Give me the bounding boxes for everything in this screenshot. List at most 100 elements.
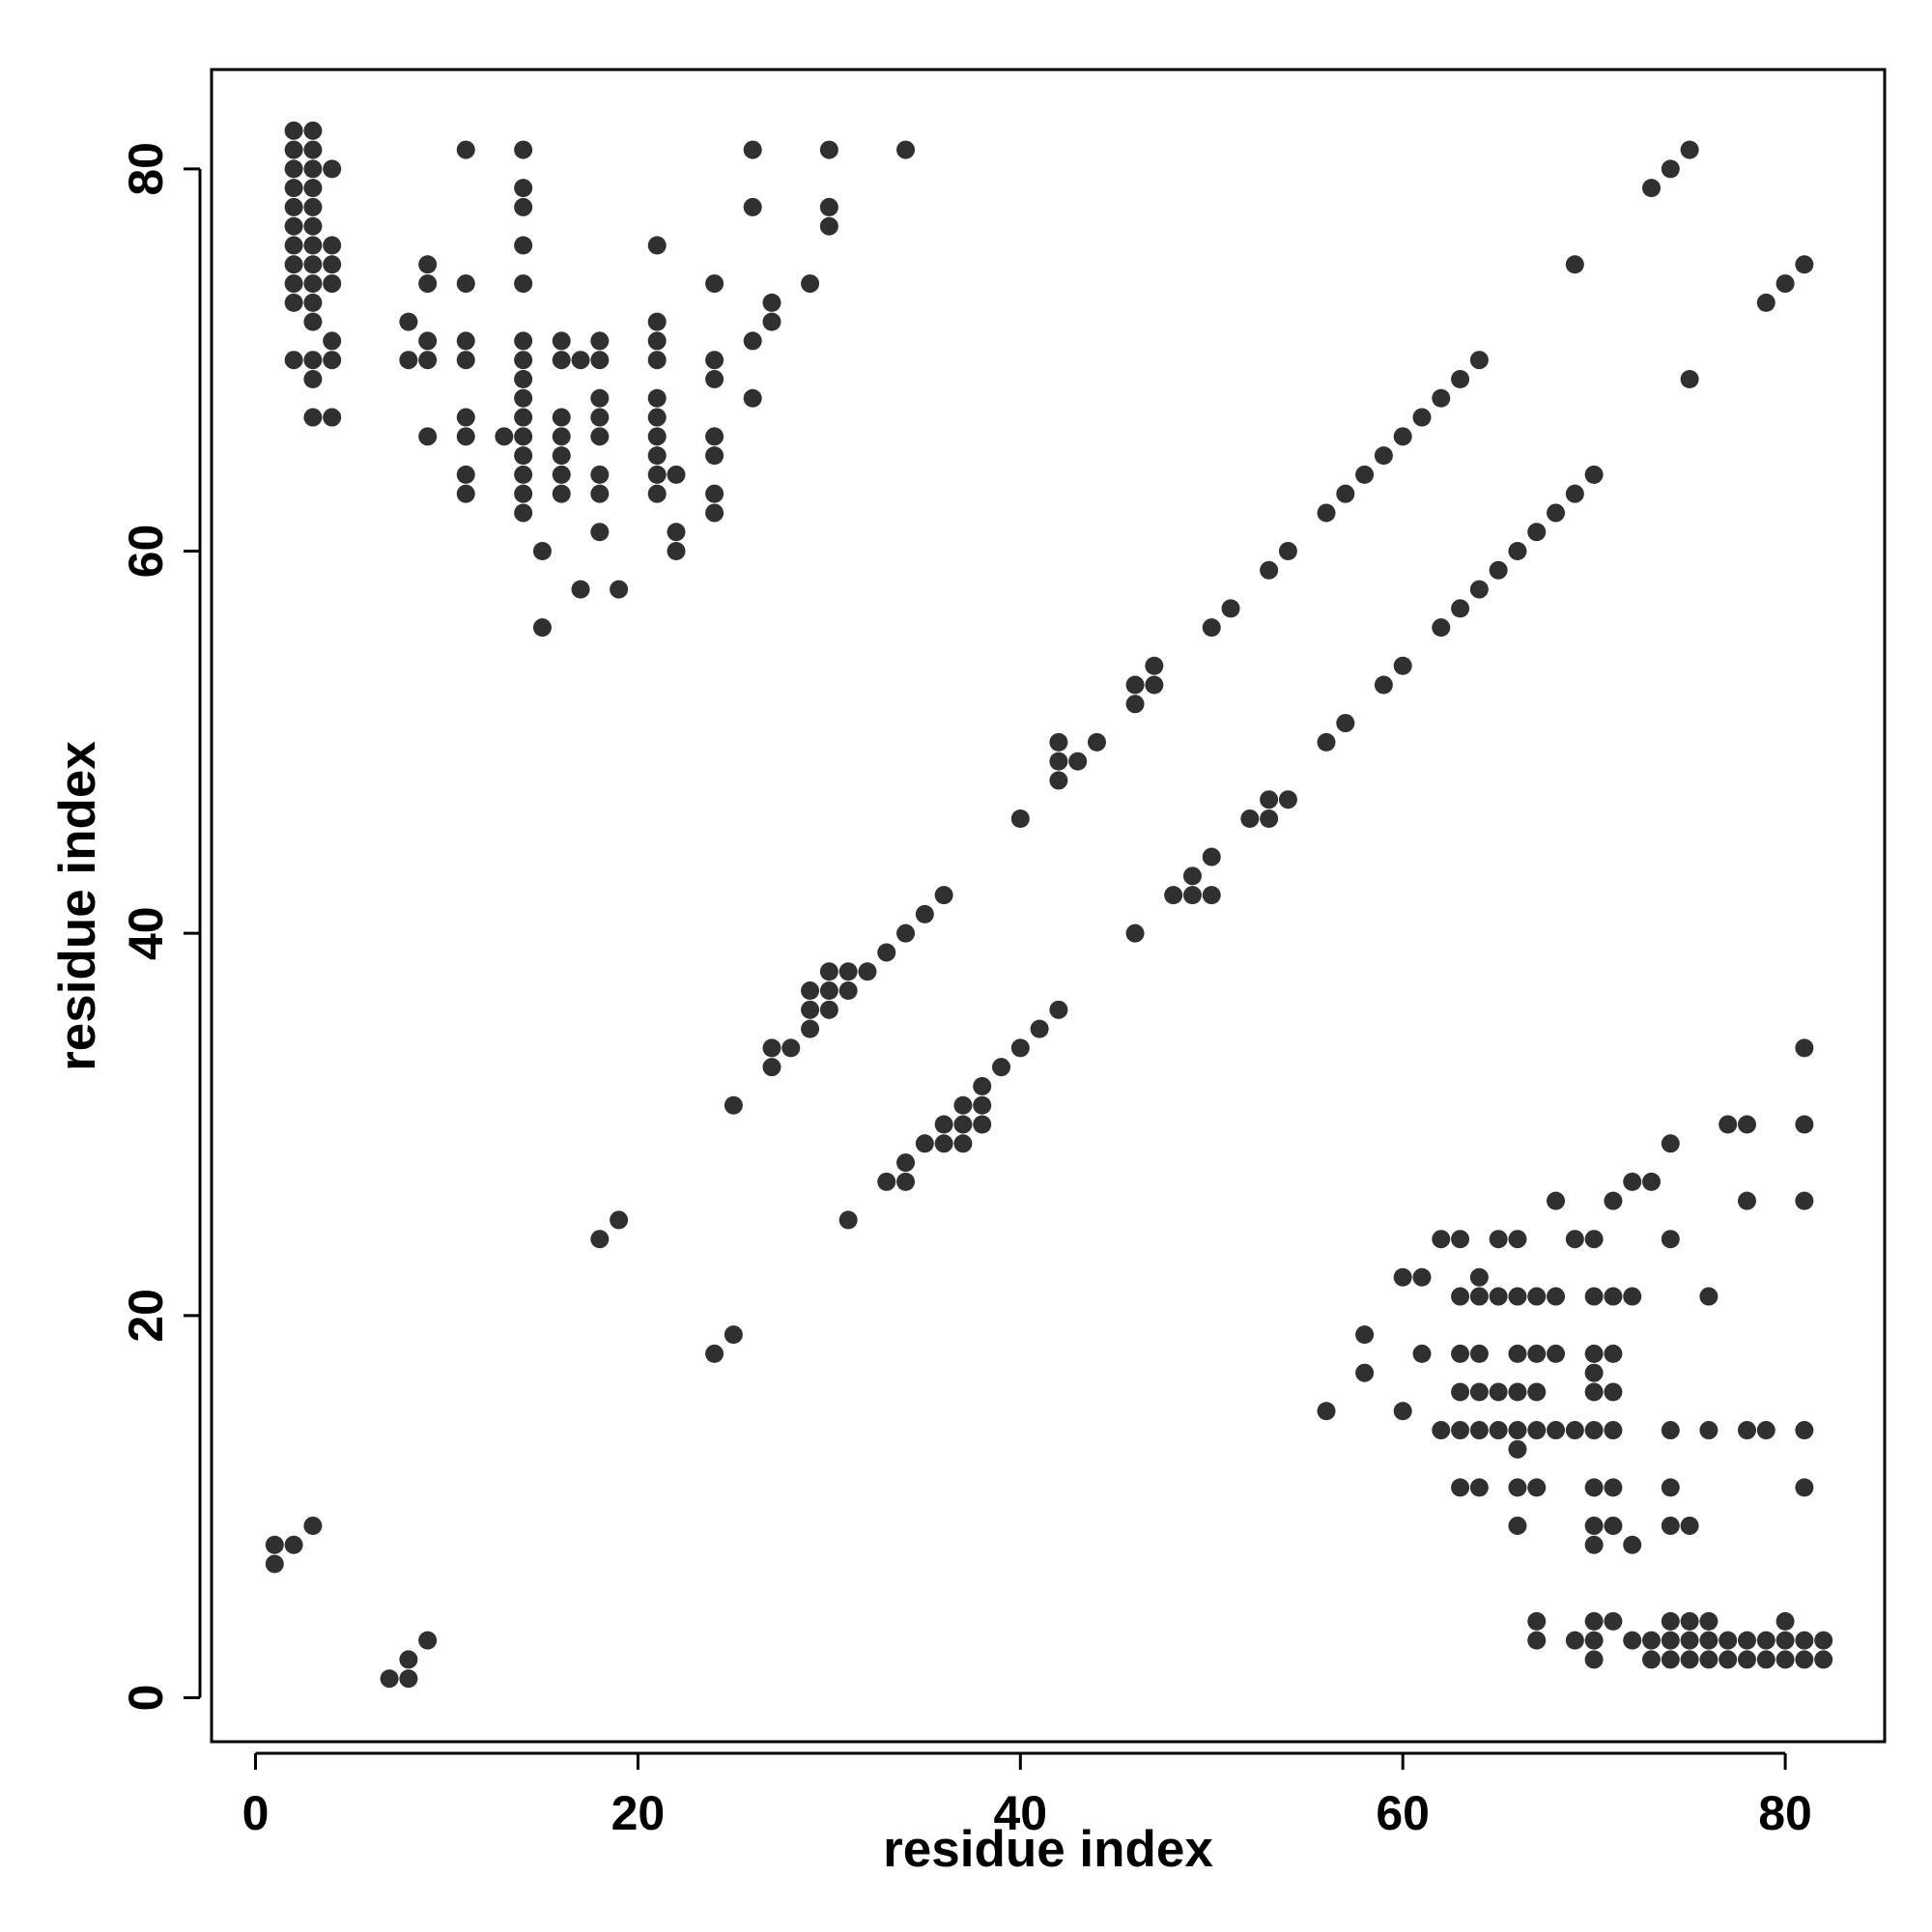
data-point [532, 542, 552, 561]
data-point [1202, 618, 1221, 638]
data-point [1049, 1000, 1068, 1019]
data-point [323, 408, 342, 427]
data-point [647, 236, 667, 255]
data-point [762, 293, 781, 312]
data-point [284, 236, 303, 255]
data-point [877, 1172, 896, 1191]
data-point [838, 981, 858, 1001]
data-point [1451, 369, 1470, 388]
data-point [1661, 1134, 1680, 1153]
data-point [705, 274, 724, 294]
data-point [743, 331, 762, 351]
data-point [303, 121, 323, 140]
data-point [514, 446, 533, 466]
data-point [1451, 599, 1470, 618]
data-point [1795, 1421, 1814, 1440]
x-tick-label: 60 [1376, 1786, 1430, 1840]
data-point [303, 293, 323, 312]
data-point [1680, 140, 1699, 159]
data-points [265, 121, 1833, 1689]
data-point [1508, 1344, 1527, 1363]
data-point [667, 465, 686, 484]
data-point [896, 923, 916, 943]
data-point [418, 1631, 438, 1650]
data-point [514, 408, 533, 427]
data-point [303, 351, 323, 370]
data-point [1756, 1650, 1776, 1669]
data-point [705, 503, 724, 523]
data-point [1451, 1344, 1470, 1363]
y-tick-label: 0 [119, 1685, 173, 1712]
data-point [1125, 923, 1145, 943]
data-point [303, 159, 323, 179]
data-point [973, 1115, 992, 1134]
data-point [1469, 580, 1489, 599]
data-point [1737, 1650, 1756, 1669]
data-point [1776, 1650, 1795, 1669]
data-point [1355, 465, 1375, 484]
data-point [1661, 1516, 1680, 1535]
data-point [647, 351, 667, 370]
data-point [667, 542, 686, 561]
data-point [1508, 1478, 1527, 1497]
data-point [456, 140, 475, 159]
data-point [514, 197, 533, 216]
data-point [590, 484, 610, 503]
y-tick-label: 60 [119, 525, 173, 579]
data-point [1756, 1631, 1776, 1650]
data-point [1795, 1038, 1814, 1058]
data-point [1451, 1382, 1470, 1402]
data-point [647, 484, 667, 503]
data-point [1049, 771, 1068, 790]
data-point [1469, 1478, 1489, 1497]
data-point [877, 943, 896, 962]
data-point [399, 351, 418, 370]
data-point [1432, 1230, 1451, 1249]
data-point [1737, 1631, 1756, 1650]
data-point [1795, 1650, 1814, 1669]
data-point [284, 293, 303, 312]
data-point [284, 351, 303, 370]
data-point [1202, 886, 1221, 905]
data-point [418, 274, 438, 294]
data-point [705, 446, 724, 466]
data-point [801, 1000, 820, 1019]
data-point [1527, 1631, 1547, 1650]
y-axis: 0 20 40 60 80 [119, 142, 202, 1712]
data-point [456, 331, 475, 351]
data-point [1814, 1631, 1833, 1650]
data-point [303, 274, 323, 294]
data-point [1527, 1287, 1547, 1306]
data-point [705, 369, 724, 388]
data-point [896, 1153, 916, 1173]
data-point [1699, 1650, 1719, 1669]
data-point [1623, 1535, 1642, 1554]
data-point [1776, 274, 1795, 294]
data-point [647, 312, 667, 331]
data-point [265, 1554, 284, 1574]
data-point [1584, 1516, 1604, 1535]
data-point [1623, 1172, 1642, 1191]
data-point [1202, 847, 1221, 867]
data-point [1661, 1650, 1680, 1669]
data-point [418, 427, 438, 446]
data-point [1795, 1191, 1814, 1210]
data-point [647, 388, 667, 408]
data-point [323, 236, 342, 255]
data-point [705, 427, 724, 446]
data-point [1451, 1421, 1470, 1440]
data-point [1527, 1382, 1547, 1402]
data-point [1623, 1631, 1642, 1650]
data-point [1145, 675, 1164, 695]
data-point [762, 1058, 781, 1077]
data-point [1508, 1382, 1527, 1402]
data-point [1699, 1611, 1719, 1631]
data-point [1432, 388, 1451, 408]
data-point [1604, 1344, 1623, 1363]
x-tick-label: 0 [242, 1786, 270, 1840]
data-point [1719, 1650, 1738, 1669]
data-point [1699, 1287, 1719, 1306]
data-point [303, 369, 323, 388]
data-point [303, 1516, 323, 1535]
data-point [1451, 1230, 1470, 1249]
